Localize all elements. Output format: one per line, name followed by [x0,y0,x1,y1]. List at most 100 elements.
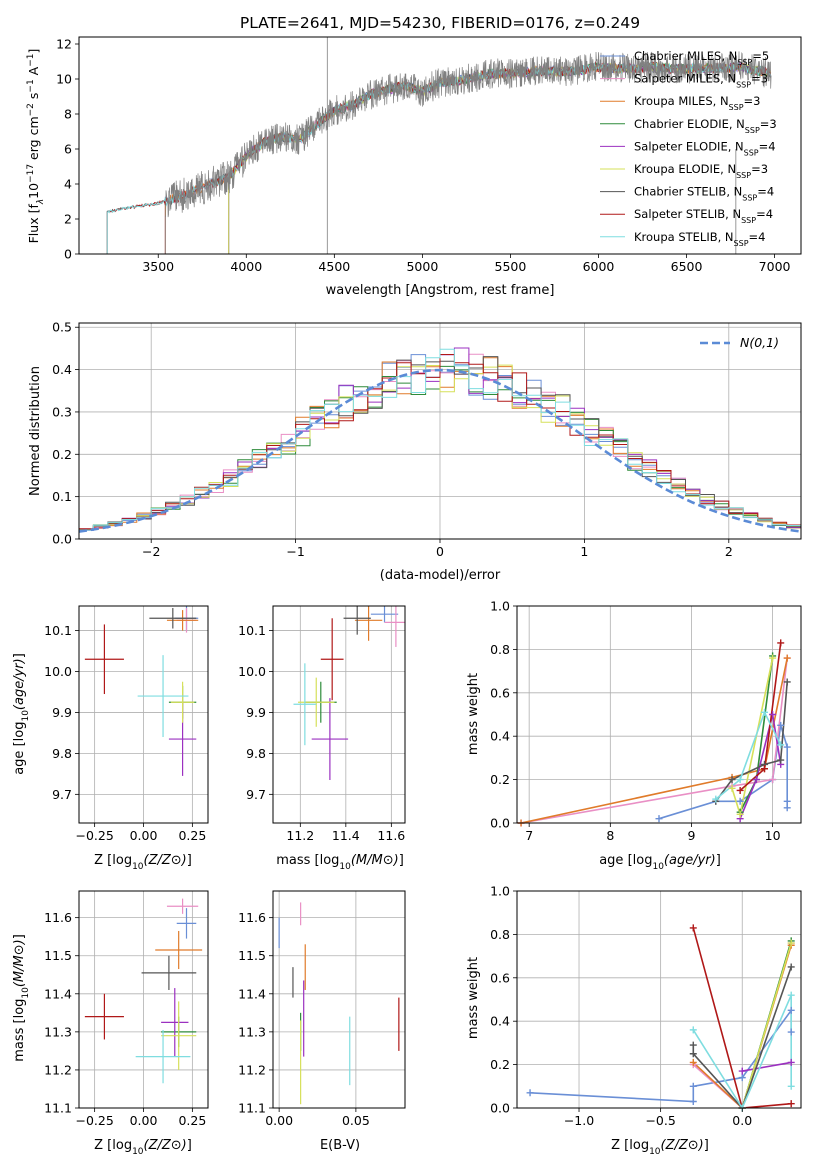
weight-marker [787,991,795,999]
y-tick-label: 6 [64,142,72,157]
y-tick-label: 0.0 [490,1101,510,1116]
weight-vs-age-panel: 7 8 9 10 0.0 0.2 0.4 0.6 0.8 1.0 age [log10(age/yr… [466,599,802,872]
x-tick-label: 7000 [759,259,791,274]
x-tick-label: −0.5 [645,1113,675,1128]
age-vs-Z-plot-area [84,606,199,776]
y-tick-label: 0 [64,247,72,262]
y-tick-label: 4 [64,177,72,192]
mass-vs-ebv-panel: 0.00 0.05 11.1 11.2 11.3 11.4 11.5 11.6 E(B-V) [238,890,406,1153]
y-tick-label: 0.3 [52,404,72,419]
legend-label: Chabrier STELIB, NSSP=4 [634,185,774,203]
weight-marker [783,678,791,686]
y-tick-label: 11.1 [44,1101,72,1116]
x-tick-label: 0 [436,544,444,559]
x-axis-label: Z [log10(Z/Z⊙)] [94,853,192,872]
y-tick-label: 0.4 [490,1014,510,1029]
weight-marker [769,776,777,784]
y-tick-label: 10.1 [44,623,72,638]
y-tick-label: 9.8 [246,746,266,761]
weight-marker [787,939,795,947]
y-tick-label: 11.5 [238,948,266,963]
y-tick-label: 0.4 [52,362,72,377]
y-axis-label: mass [log10(M/M⊙)] [12,934,31,1062]
histogram-step [79,354,801,530]
legend-label: Chabrier MILES, NSSP=5 [634,49,769,67]
weight-marker [655,815,663,823]
y-tick-label: 9.7 [246,787,266,802]
y-tick-label: 10.1 [238,623,266,638]
y-tick-label: 11.3 [44,1024,72,1039]
x-tick-label: 5500 [495,259,527,274]
weight-marker [783,797,791,805]
y-tick-label: 11.5 [44,948,72,963]
y-tick-label: 0.2 [490,772,510,787]
x-tick-label: 10 [765,828,781,843]
weight-marker [760,708,768,716]
x-tick-label: −1.0 [564,1113,594,1128]
y-tick-label: 1.0 [490,599,510,614]
y-tick-label: 11.2 [44,1062,72,1077]
y-tick-label: 0.6 [490,970,510,985]
x-tick-label: −2 [142,544,160,559]
x-tick-label: 11.6 [377,828,405,843]
y-tick-label: 10.0 [238,664,266,679]
y-tick-label: 0.2 [52,447,72,462]
y-tick-label: 11.1 [238,1101,266,1116]
x-tick-label: 0.0 [732,1113,752,1128]
weight-marker [689,1026,697,1034]
x-axis-label: age [log10(age/yr)] [599,853,721,872]
y-tick-label: 11.4 [238,986,266,1001]
weight-marker [777,741,785,749]
x-tick-label: 3500 [142,259,174,274]
weight-marker [787,1058,795,1066]
x-tick-label: −0.25 [75,1113,113,1128]
legend-label: Kroupa ELODIE, NSSP=3 [634,162,768,180]
x-tick-label: −0.25 [75,828,113,843]
y-tick-label: 0.5 [52,320,72,335]
x-tick-label: 6500 [671,259,703,274]
weight-line [692,966,792,1108]
spectrum-panel: Chabrier MILES, NSSP=5 Salpeter MILES, NS… [26,36,802,298]
y-tick-label: 0.0 [490,816,510,831]
y-axis-label: Flux [fλ10−17 erg cm−2 s−1 A−1] [26,49,46,244]
weight-marker [738,1074,746,1082]
weight-marker [738,1067,746,1075]
weight-marker [769,711,777,718]
x-tick-label: 7 [525,828,533,843]
axes-frame [272,890,406,1109]
y-tick-label: 2 [64,212,72,227]
weight-marker [787,1028,795,1036]
weight-line [742,1061,792,1072]
weight-marker [769,654,777,662]
y-tick-label: 9.9 [246,705,266,720]
legend-label: Salpeter MILES, NSSP=3 [634,72,768,90]
weight-marker [787,1082,795,1090]
x-axis-label: wavelength [Angstrom, rest frame] [326,283,555,298]
y-tick-label: 10.0 [44,664,72,679]
age-vs-mass-panel: 11.2 11.4 11.6 9.7 9.8 9.9 10.0 10.1 mass [log10… [238,605,406,872]
x-tick-label: 0.25 [178,828,206,843]
mass-vs-Z-plot-area [84,898,203,1084]
weight-marker [736,776,744,784]
y-tick-label: 0.1 [52,489,72,504]
legend-label: Kroupa STELIB, NSSP=4 [634,230,765,248]
axes-frame [78,36,802,255]
weight-marker [736,786,744,794]
x-tick-label: 4000 [230,259,262,274]
histogram-step [79,348,801,531]
weight-marker [712,795,720,803]
y-tick-label: 12 [56,37,72,52]
y-tick-label: 1.0 [490,884,510,899]
x-axis-label: E(B-V) [320,1138,360,1153]
x-tick-label: −1 [286,544,304,559]
legend-label: N(0,1) [740,335,779,350]
y-tick-label: 11.4 [44,986,72,1001]
x-tick-label: 2 [725,544,733,559]
y-tick-label: 0.8 [490,642,510,657]
mass-vs-ebv-plot-area [278,902,400,1105]
x-tick-label: 6000 [583,259,615,274]
x-tick-label: 8 [606,828,614,843]
legend-label: Salpeter ELODIE, NSSP=4 [634,139,776,157]
weight-marker [760,765,768,773]
